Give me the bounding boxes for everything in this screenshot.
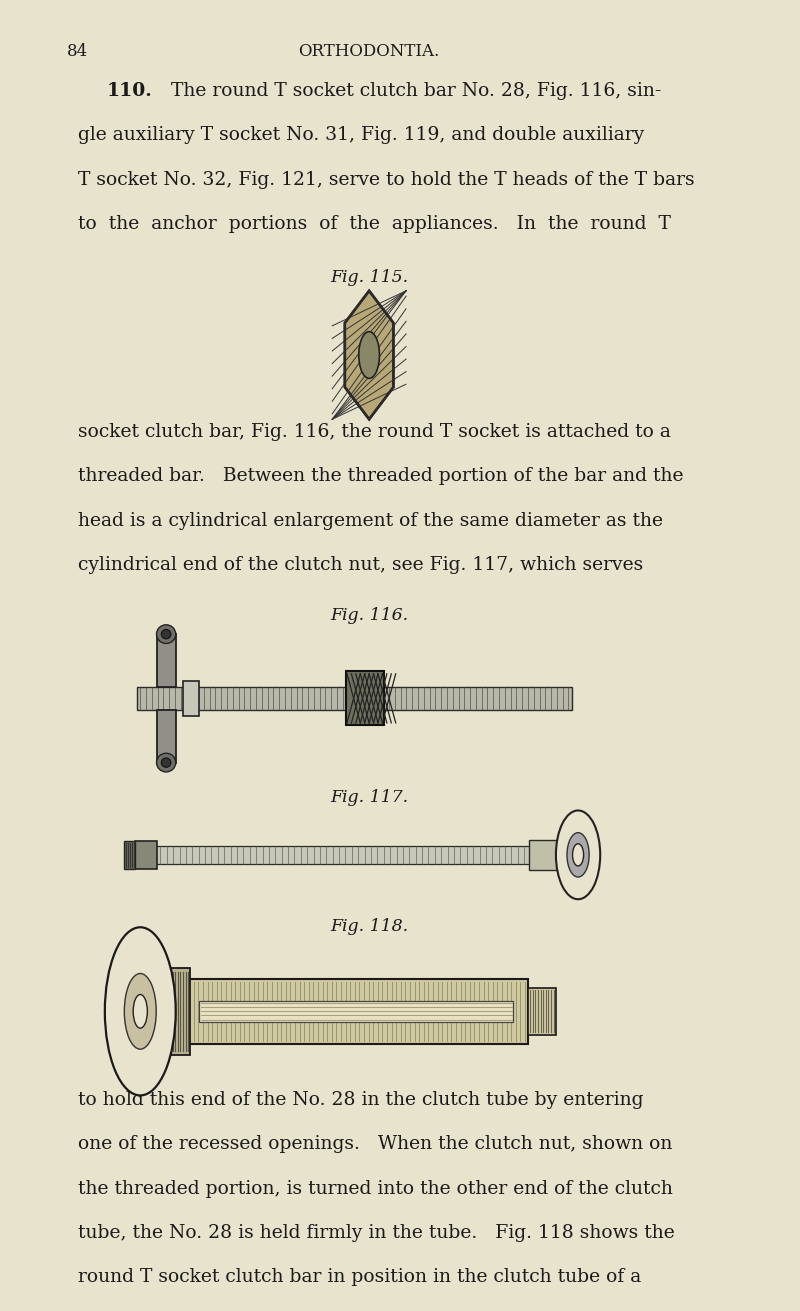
Text: Fig. 115.: Fig. 115. [330,269,408,286]
Text: cylindrical end of the clutch nut, see Fig. 117, which serves: cylindrical end of the clutch nut, see F… [78,556,642,574]
Text: tube, the No. 28 is held firmly in the tube.   Fig. 118 shows the: tube, the No. 28 is held firmly in the t… [78,1224,674,1242]
Text: the threaded portion, is turned into the other end of the clutch: the threaded portion, is turned into the… [78,1180,672,1197]
Bar [135,840,158,869]
Bar [158,968,190,1054]
Text: ORTHODONTIA.: ORTHODONTIA. [298,43,440,60]
Ellipse shape [157,625,176,644]
Polygon shape [345,291,394,420]
Ellipse shape [124,974,156,1049]
Text: 84: 84 [66,43,88,60]
Ellipse shape [105,927,176,1096]
Bar [157,635,176,687]
Text: 110.: 110. [107,81,153,100]
Ellipse shape [162,758,171,767]
Text: gle auxiliary T socket No. 31, Fig. 119, and double auxiliary: gle auxiliary T socket No. 31, Fig. 119,… [78,126,644,144]
Text: T socket No. 32, Fig. 121, serve to hold the T heads of the T bars: T socket No. 32, Fig. 121, serve to hold… [78,170,694,189]
Bar [530,839,558,871]
Text: one of the recessed openings.   When the clutch nut, shown on: one of the recessed openings. When the c… [78,1135,672,1154]
Bar [157,711,176,763]
Ellipse shape [162,629,171,638]
Bar [199,1000,513,1021]
Ellipse shape [567,832,589,877]
Bar [137,687,572,711]
Text: to hold this end of the No. 28 in the clutch tube by entering: to hold this end of the No. 28 in the cl… [78,1091,643,1109]
Bar [183,680,199,716]
Ellipse shape [133,995,147,1028]
Bar [144,846,558,864]
Text: The round T socket clutch bar No. 28, Fig. 116, sin-: The round T socket clutch bar No. 28, Fi… [171,81,662,100]
Ellipse shape [359,332,379,379]
Text: threaded bar.   Between the threaded portion of the bar and the: threaded bar. Between the threaded porti… [78,467,683,485]
Ellipse shape [556,810,600,899]
Text: Fig. 117.: Fig. 117. [330,789,408,806]
Bar [528,988,556,1034]
Text: head is a cylindrical enlargement of the same diameter as the: head is a cylindrical enlargement of the… [78,511,662,530]
Text: socket clutch bar, Fig. 116, the round T socket is attached to a: socket clutch bar, Fig. 116, the round T… [78,422,670,440]
Bar [124,840,135,869]
Bar [158,978,528,1044]
Ellipse shape [573,844,584,867]
Text: round T socket clutch bar in position in the clutch tube of a: round T socket clutch bar in position in… [78,1268,641,1286]
Text: Fig. 118.: Fig. 118. [330,918,408,935]
Ellipse shape [157,754,176,772]
Text: to  the  anchor  portions  of  the  appliances.   In  the  round  T: to the anchor portions of the appliances… [78,215,670,233]
Bar [346,671,384,725]
Text: Fig. 116.: Fig. 116. [330,607,408,624]
